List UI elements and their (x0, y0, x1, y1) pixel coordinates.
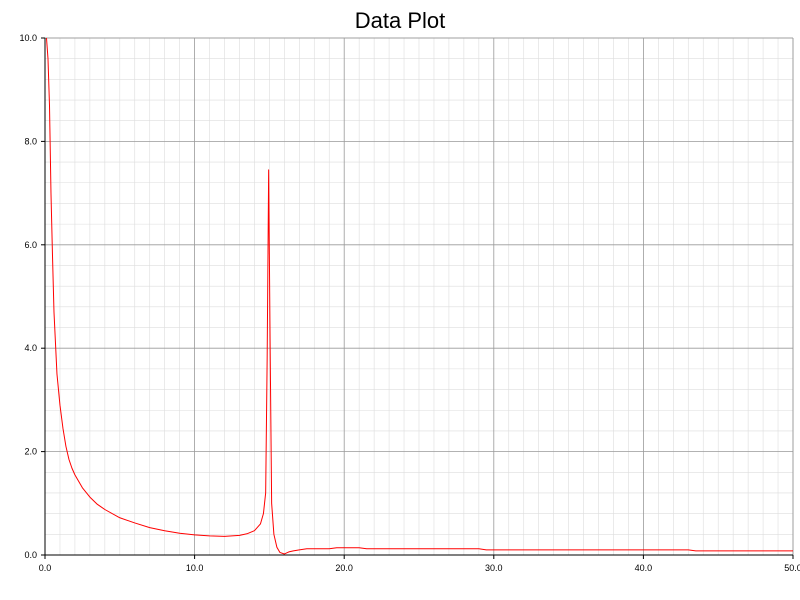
series-layer (46, 37, 793, 555)
x-tick-label: 20.0 (335, 563, 353, 573)
axes (41, 37, 794, 559)
y-tick-label: 10.0 (19, 33, 37, 43)
x-tick-label: 50.0 (784, 563, 800, 573)
y-tick-label: 4.0 (24, 343, 37, 353)
x-tick-label: 40.0 (635, 563, 653, 573)
grid-major (45, 37, 794, 555)
x-tick-label: 30.0 (485, 563, 503, 573)
x-tick-label: 10.0 (186, 563, 204, 573)
y-tick-label: 0.0 (24, 550, 37, 560)
grid-minor (45, 38, 793, 555)
y-tick-label: 2.0 (24, 447, 37, 457)
x-tick-label: 0.0 (39, 563, 52, 573)
chart-title: Data Plot (355, 8, 446, 33)
series-line (46, 37, 793, 555)
y-tick-labels: 0.0 2.0 4.0 6.0 8.0 10.0 (19, 33, 37, 560)
y-tick-label: 6.0 (24, 240, 37, 250)
y-tick-label: 8.0 (24, 136, 37, 146)
x-tick-labels: 0.0 10.0 20.0 30.0 40.0 50.0 (39, 563, 800, 573)
